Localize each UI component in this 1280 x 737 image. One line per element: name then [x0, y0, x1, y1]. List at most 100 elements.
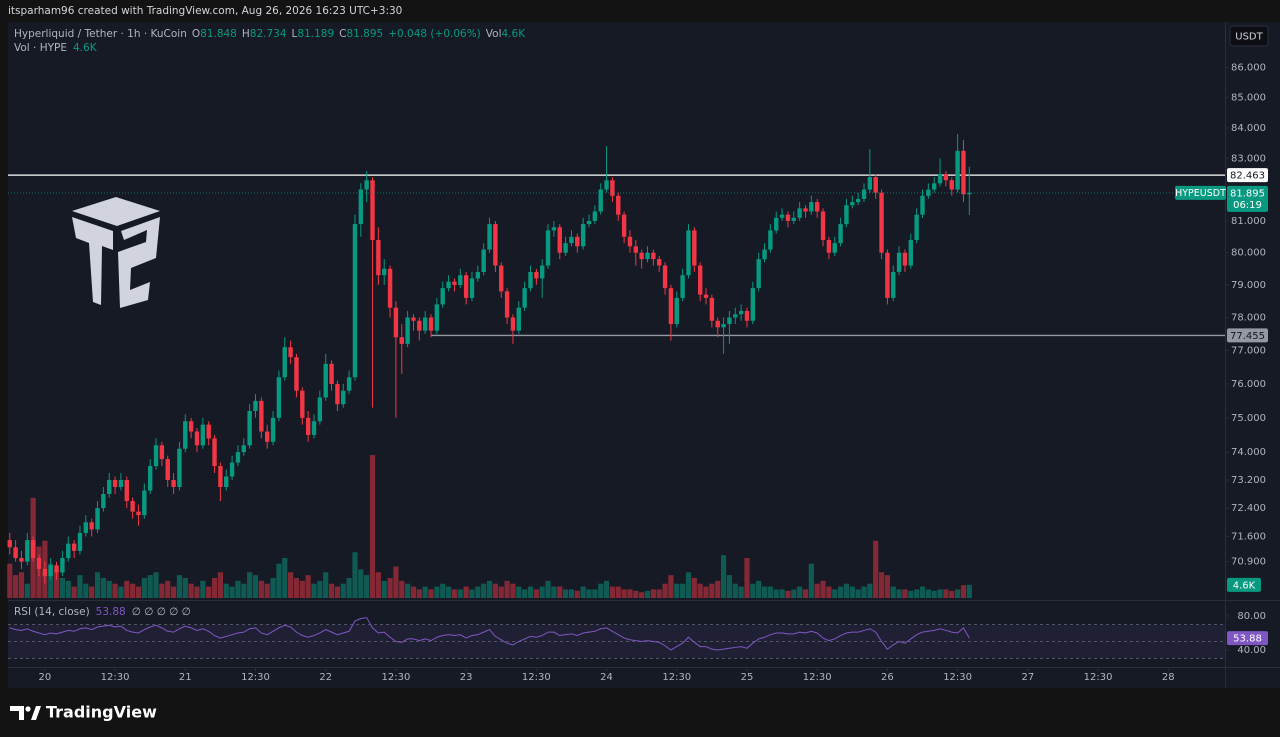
volume-bar — [551, 586, 557, 598]
candle-body — [926, 189, 931, 196]
volume-bar — [24, 583, 30, 598]
volume-bar — [293, 577, 300, 598]
candle-body — [657, 259, 662, 266]
volume-bar — [252, 575, 259, 598]
volume-bar — [633, 590, 639, 598]
candle-body — [908, 239, 914, 266]
price-label-box — [1227, 168, 1268, 183]
logo-mark — [25, 706, 31, 712]
volume-bar — [328, 583, 335, 598]
candle-body — [95, 508, 100, 530]
candle-body — [785, 214, 791, 221]
volume-bar — [820, 580, 826, 598]
volume-bar — [960, 585, 967, 598]
candle-body — [645, 252, 650, 260]
x-tick-label: 27 — [1021, 672, 1034, 683]
footer-brand: TradingView — [46, 703, 157, 722]
candle-body — [610, 180, 615, 196]
candle-body — [569, 236, 574, 244]
price-label-box — [1227, 328, 1268, 343]
logo-mark — [10, 706, 24, 720]
candle-body — [575, 236, 580, 247]
volume-bar — [106, 580, 112, 598]
legend-field: L — [292, 28, 298, 40]
volume-bar — [364, 575, 370, 598]
candle-body — [282, 347, 287, 378]
volume-bar — [270, 577, 276, 598]
volume-bar — [428, 589, 434, 598]
candle-body — [475, 271, 481, 279]
x-tick-label: 26 — [881, 672, 894, 683]
volume-bar — [685, 572, 692, 598]
logo-mark — [31, 706, 41, 720]
volume-bar — [814, 583, 820, 598]
candle-body — [580, 224, 586, 247]
candle-body — [270, 417, 276, 442]
candle-body — [949, 180, 954, 190]
volume-bar — [141, 577, 147, 598]
volume-bar — [188, 583, 194, 598]
x-tick-label: 12:30 — [1084, 672, 1113, 683]
volume-bar — [48, 563, 54, 598]
candle-body — [551, 227, 557, 231]
currency-button[interactable] — [1229, 25, 1269, 47]
candle-body — [393, 307, 399, 338]
volume-bar — [264, 583, 270, 598]
volume-bar — [732, 583, 738, 598]
volume-bar — [662, 583, 668, 598]
legend-volume: Vol · HYPE 4.6K — [14, 42, 98, 54]
candle-body — [733, 314, 738, 318]
volume-bar — [621, 589, 627, 598]
candle-body — [177, 448, 182, 487]
volume-bar — [855, 589, 861, 598]
volume-bar — [229, 586, 235, 598]
logo-t — [72, 217, 113, 305]
candle-body — [598, 189, 603, 212]
candle-body — [422, 317, 428, 331]
volume-bar — [533, 589, 539, 598]
x-tick-label: 12:30 — [943, 672, 972, 683]
volume-bar — [200, 580, 206, 598]
volume-bar — [802, 589, 809, 598]
volume-bar — [966, 584, 972, 598]
volume-bar — [247, 572, 253, 598]
candle-body — [961, 150, 966, 195]
volume-bar — [393, 566, 399, 598]
volume-bar — [305, 575, 311, 598]
candle-body — [592, 211, 598, 221]
candle-body — [130, 501, 135, 512]
candle-body — [820, 211, 826, 240]
candle-body — [756, 259, 761, 289]
candle-body — [224, 476, 229, 487]
candle-body — [855, 198, 861, 203]
volume-bar — [592, 589, 598, 598]
candle-body — [768, 230, 773, 250]
volume-bar — [422, 586, 428, 598]
candle-body — [89, 522, 94, 530]
volume-bar — [410, 586, 417, 598]
volume-bar — [381, 580, 387, 598]
rsi-tick-label: 80.00 — [1237, 611, 1266, 622]
candle-body — [563, 243, 568, 253]
legend-field: O — [192, 28, 200, 40]
candle-body — [428, 317, 434, 331]
volume-bar — [94, 572, 101, 598]
candle-body — [750, 288, 756, 321]
volume-bar — [937, 589, 943, 598]
volume-bar — [504, 580, 510, 598]
candle-body — [19, 558, 24, 562]
candle-body — [253, 400, 258, 412]
volume-bar — [475, 586, 481, 598]
candle-body — [241, 445, 246, 453]
volume-bar — [744, 557, 750, 598]
volume-bar — [223, 583, 229, 598]
candle-body — [809, 202, 814, 212]
volume-bar — [644, 590, 651, 598]
volume-bar — [375, 572, 381, 598]
candle-body — [212, 438, 217, 467]
volume-bar — [130, 583, 136, 598]
volume-bar — [182, 577, 188, 598]
candle-body — [387, 268, 393, 308]
currency-label[interactable]: USDT — [1235, 32, 1263, 43]
candle-body — [557, 227, 562, 253]
